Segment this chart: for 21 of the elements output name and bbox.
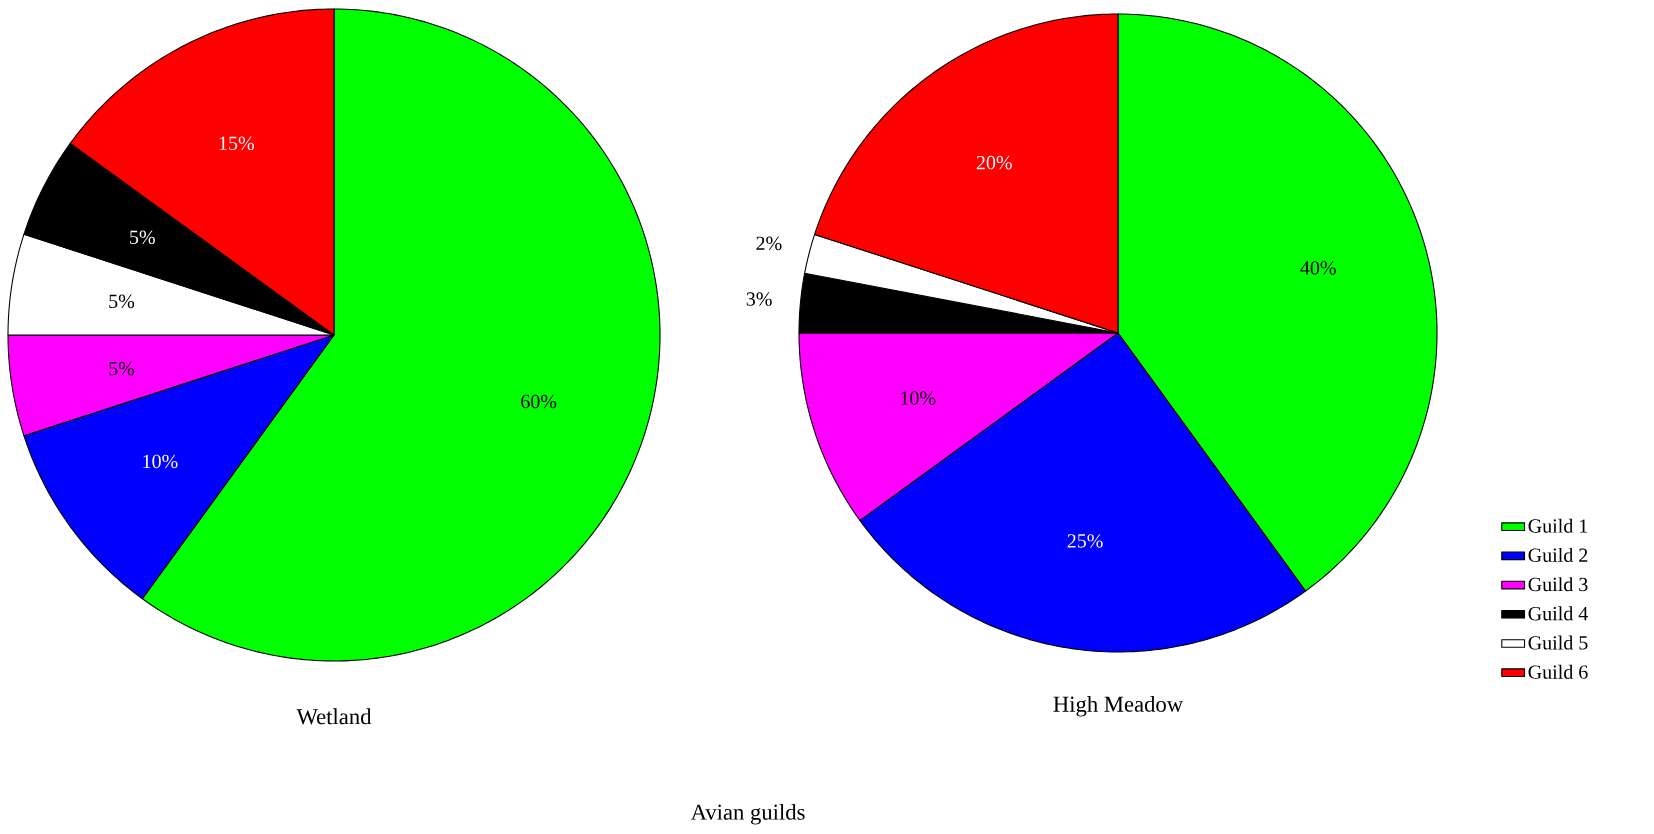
- legend-label: Guild 6: [1528, 664, 1588, 679]
- data-label: 3%: [746, 292, 772, 306]
- legend-label: Guild 2: [1528, 547, 1588, 562]
- legend-label: Guild 5: [1528, 635, 1588, 650]
- legend-label: Guild 4: [1528, 606, 1588, 621]
- data-label: 5%: [130, 230, 155, 245]
- data-label: 5%: [109, 294, 135, 309]
- data-label: 5%: [109, 361, 135, 376]
- text: Wetland: [296, 708, 372, 725]
- data-label: 15%: [219, 136, 254, 151]
- text: Avian guilds: [690, 803, 805, 825]
- legend-label: Guild 1: [1528, 518, 1588, 533]
- data-label: 2%: [756, 236, 782, 251]
- data-label: 40%: [1300, 261, 1336, 275]
- legend-label: Guild 3: [1528, 577, 1588, 592]
- data-label: 10%: [143, 454, 178, 469]
- text: High Meadow: [1053, 695, 1184, 717]
- data-label: 20%: [976, 155, 1012, 170]
- data-label: 25%: [1067, 534, 1103, 548]
- data-label: 60%: [521, 394, 557, 409]
- data-label: 10%: [901, 391, 936, 405]
